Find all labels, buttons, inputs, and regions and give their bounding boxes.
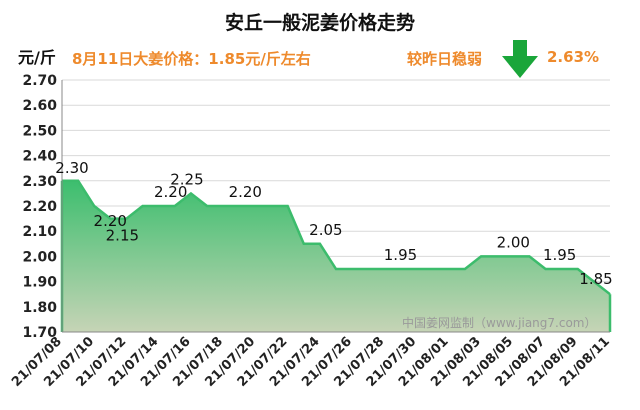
y-tick-label: 2.40 [22, 149, 57, 165]
data-label: 2.20 [94, 212, 127, 230]
y-tick-label: 2.30 [22, 174, 57, 190]
price-note: 8月11日大姜价格：1.85元/斤左右 [72, 50, 311, 68]
y-tick-label: 1.90 [22, 275, 57, 291]
y-tick-label: 2.50 [22, 123, 57, 139]
watermark: 中国姜网监制（www.jiang7.com） [402, 316, 597, 330]
y-tick-label: 1.70 [22, 325, 57, 341]
y-tick-label: 2.00 [22, 249, 57, 265]
price-line [62, 179, 611, 296]
data-label: 1.95 [543, 246, 576, 264]
change-percent: 2.63% [547, 48, 600, 66]
data-label: 2.00 [497, 233, 530, 251]
y-tick-label: 2.60 [22, 98, 57, 114]
y-axis-unit-label: 元/斤 [18, 48, 56, 67]
y-tick-label: 1.80 [22, 300, 57, 316]
data-label: 2.20 [229, 183, 262, 201]
data-label: 2.25 [170, 170, 203, 188]
change-text: 较昨日稳弱 [407, 50, 483, 68]
down-arrow-icon [502, 40, 538, 78]
data-label: 2.30 [55, 159, 88, 177]
y-tick-label: 2.20 [22, 199, 57, 215]
chart-title: 安丘一般泥姜价格走势 [224, 12, 415, 34]
y-tick-label: 2.10 [22, 224, 57, 240]
data-label: 2.20 [154, 183, 187, 201]
data-label: 1.85 [579, 270, 612, 288]
price-area [62, 180, 610, 332]
y-tick-label: 2.70 [22, 73, 57, 89]
data-label: 2.15 [106, 227, 139, 245]
data-label: 1.95 [384, 246, 417, 264]
data-label: 2.05 [309, 221, 342, 239]
